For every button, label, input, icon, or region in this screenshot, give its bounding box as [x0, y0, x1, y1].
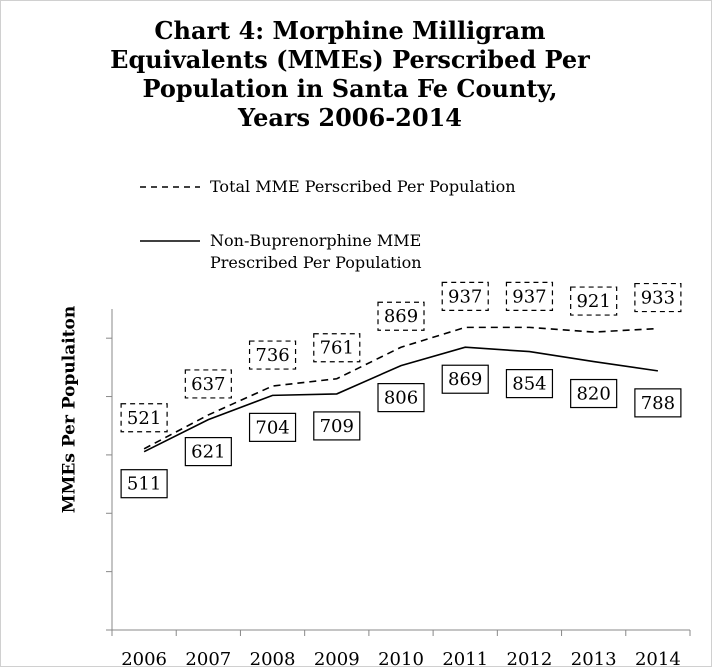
data-label: 736 [255, 345, 289, 366]
legend-label: Total MME Perscribed Per Population [210, 177, 516, 196]
data-label: 521 [127, 408, 161, 429]
x-tick-label: 2009 [314, 649, 360, 667]
label-box [570, 378, 618, 409]
data-label: 637 [191, 374, 225, 395]
label-box [377, 301, 425, 331]
label-box [184, 369, 232, 399]
line [143, 326, 658, 450]
line [143, 346, 659, 453]
label-box [313, 411, 361, 441]
x-tick-label: 2006 [121, 649, 167, 667]
label-box [120, 403, 168, 433]
legend-swatch [140, 186, 200, 188]
data-label: 921 [576, 291, 610, 312]
data-label: 806 [384, 388, 418, 409]
data-label: 937 [512, 286, 546, 307]
data-label: 788 [641, 393, 675, 414]
data-label: 937 [448, 286, 482, 307]
x-tick-label: 2014 [635, 649, 681, 667]
data-label: 761 [320, 338, 354, 359]
chart-title: Chart 4: Morphine Milligram Equivalents … [110, 16, 590, 132]
x-tick-label: 2010 [378, 649, 424, 667]
legend-swatch [140, 240, 200, 242]
label-box [441, 281, 489, 311]
label-box [184, 436, 232, 467]
data-label: 933 [641, 288, 675, 309]
data-label: 704 [255, 417, 289, 438]
data-label: 869 [448, 369, 482, 390]
label-box [505, 369, 554, 399]
label-box [505, 281, 554, 311]
legend-item: Total MME Perscribed Per Population [140, 176, 580, 198]
data-label: 820 [576, 384, 610, 405]
label-box [377, 383, 425, 413]
label-box [634, 388, 682, 418]
data-label: 511 [127, 474, 161, 495]
x-tick-label: 2013 [571, 649, 617, 667]
label-box [634, 282, 682, 313]
legend-label: Non-Buprenorphine MME Prescribed Per Pop… [210, 231, 422, 272]
x-tick-label: 2008 [250, 649, 296, 667]
y-axis-label: MMEs Per Populaiton [60, 306, 80, 514]
data-label: 709 [320, 416, 354, 437]
label-box [570, 286, 618, 316]
label-box [248, 412, 297, 442]
label-box [248, 340, 297, 370]
legend-item: Non-Buprenorphine MME Prescribed Per Pop… [140, 230, 540, 274]
x-tick-label: 2007 [185, 649, 231, 667]
label-box [313, 333, 361, 363]
data-label: 869 [384, 306, 418, 327]
x-tick-label: 2012 [507, 649, 553, 667]
data-label: 621 [191, 442, 225, 463]
label-box [441, 364, 489, 394]
data-label: 854 [512, 374, 546, 395]
label-box [120, 469, 168, 499]
x-tick-label: 2011 [442, 649, 488, 667]
